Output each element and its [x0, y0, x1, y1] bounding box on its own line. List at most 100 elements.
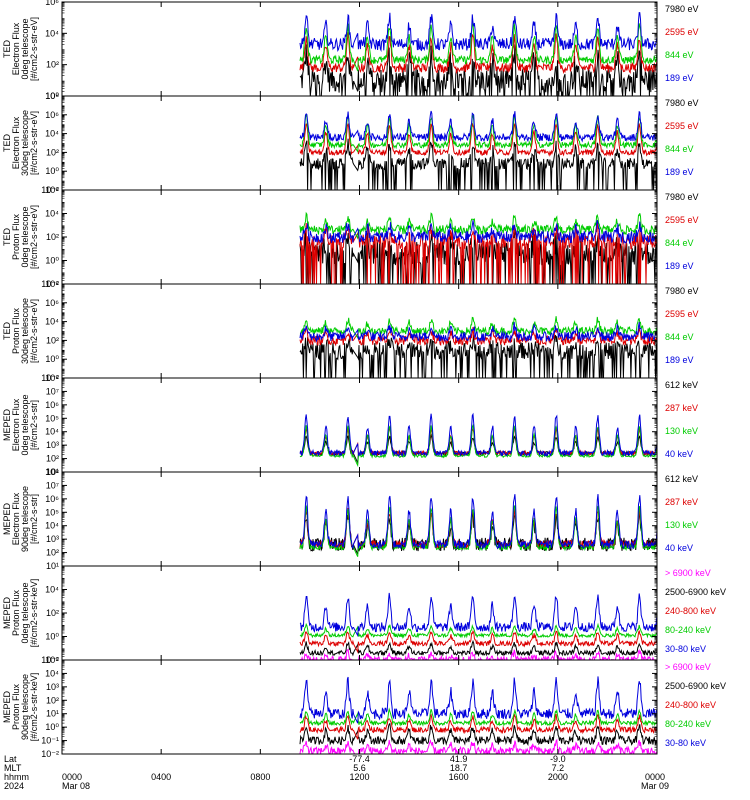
panel-6-ylabel-line: [#/cm2-s-str]: [29, 494, 39, 544]
y-tick-label: 10³: [46, 682, 59, 692]
y-tick-label: 10⁵: [45, 413, 59, 423]
y-tick-label: 10⁸: [45, 467, 59, 477]
panel-6-series-line: [299, 511, 657, 555]
x-tick-label-hhmm: 1600: [449, 772, 469, 782]
legend-entry: 7980 eV: [665, 192, 699, 202]
legend-entry: > 6900 keV: [665, 568, 711, 578]
panel-6-ylabel-line: 90deg telescope: [20, 486, 30, 552]
legend-entry: 40 keV: [665, 449, 693, 459]
legend-entry: 2500-6900 keV: [665, 587, 726, 597]
y-tick-label: 10⁶: [45, 298, 59, 308]
panel-4-series-line: [299, 321, 657, 343]
panel-8-series: [299, 676, 657, 754]
legend-entry: 844 eV: [665, 50, 694, 60]
y-tick-label: 10⁰: [45, 91, 59, 101]
y-tick-label: 10⁴: [45, 209, 59, 219]
panel-8-series-line: [299, 707, 657, 727]
y-tick-label: 10⁴: [45, 585, 59, 595]
panel-8-series-line: [299, 676, 657, 724]
legend-entry: 287 keV: [665, 403, 698, 413]
x-tick-label-hhmm: 1200: [349, 772, 369, 782]
legend-entry: 189 eV: [665, 355, 694, 365]
y-tick-label: 10⁶: [45, 185, 59, 195]
x-tick-label-sub: Mar 09: [641, 781, 669, 791]
panel-8-ylabel-line: 90deg telescope: [20, 674, 30, 740]
panel-2-series: [299, 110, 657, 190]
panel-4-series-line: [299, 316, 657, 339]
y-tick-label: 10⁴: [45, 427, 59, 437]
panel-3-ylabel-line: Proton Flux: [11, 213, 21, 260]
panel-2-ylabel-line: TED: [2, 133, 12, 152]
panel-6-ylabel-line: Electron Flux: [11, 492, 21, 545]
panel-3-ylabel-line: TED: [2, 227, 12, 246]
panel-5-series: [299, 412, 657, 468]
panel-5-series-line: [299, 433, 657, 465]
y-tick-label: 10⁵: [45, 655, 59, 665]
panel-7-ylabel-line: MEPED: [2, 597, 12, 630]
legend-entry: 2595 eV: [665, 27, 699, 37]
panel-2-series-line: [299, 138, 657, 190]
panel-2-ylabel-line: [#/cm2-s-str-eV]: [29, 111, 39, 175]
y-tick-label: 10⁵: [45, 507, 59, 517]
panel-3-series: [299, 211, 657, 284]
panel-1-ylabel-line: [#/cm2-s-str-eV]: [29, 17, 39, 81]
panel-1-ylabel-line: Electron Flux: [11, 22, 21, 75]
panel-2-ylabel-line: Electron Flux: [11, 116, 21, 169]
panel-6-series-line: [299, 494, 657, 551]
legend-entry: 7980 eV: [665, 286, 699, 296]
panel-7-frame: [61, 565, 658, 661]
y-tick-label: 10⁻²: [41, 279, 59, 289]
legend-entry: 612 keV: [665, 380, 698, 390]
y-tick-label: 10⁷: [46, 386, 59, 396]
y-tick-label: 10⁶: [45, 400, 59, 410]
legend-entry: 612 keV: [665, 474, 698, 484]
panel-2-series-line: [299, 122, 657, 157]
panel-6: 10¹ 10² 10³ 10⁴ 10⁵ 10⁶ 10⁷ 10⁸ MEPED Electron Fl…: [2, 467, 698, 571]
y-tick-label: 10⁻¹: [41, 736, 59, 746]
y-tick-label: 10²: [46, 695, 59, 705]
y-tick-label: 10²: [46, 147, 59, 157]
y-tick-label: 10⁰: [45, 166, 59, 176]
panel-6-series-line: [299, 507, 657, 551]
panel-7-series-line: [299, 639, 657, 658]
x-tick-label-lat: -77.4: [349, 754, 370, 764]
y-tick-label: 10⁻²: [41, 373, 59, 383]
panel-1-series-line: [299, 12, 657, 53]
panel-4: 10⁻² 10⁰ 10² 10⁴ 10⁶ 10⁸ TED Proton Flux 30deg t…: [2, 279, 699, 383]
panel-4-ylabel-line: [#/cm2-s-str-eV]: [29, 299, 39, 363]
y-tick-label: 10⁴: [45, 28, 59, 38]
panel-4-series-line: [299, 334, 657, 378]
legend-entry: 2595 eV: [665, 121, 699, 131]
panel-7: 10⁻² 10⁰ 10² 10⁴ MEPED Proton Flux 0deg telesc…: [2, 565, 726, 665]
legend-entry: 844 eV: [665, 332, 694, 342]
legend-entry: 189 eV: [665, 261, 694, 271]
panel-1-series-line: [299, 32, 657, 75]
y-tick-label: 10²: [46, 335, 59, 345]
panel-3: 10⁻² 10⁰ 10² 10⁴ 10⁶ TED Proton Flux 0deg teles…: [2, 185, 699, 289]
legend-entry: 30-80 keV: [665, 738, 706, 748]
panel-5: 10¹ 10² 10³ 10⁴ 10⁵ 10⁶ 10⁷ 10⁸ MEPED Electron Fl…: [2, 373, 698, 477]
panel-3-series-line: [299, 228, 657, 284]
y-tick-label: 10²: [46, 232, 59, 242]
y-tick-label: 10²: [46, 608, 59, 618]
legend-entry: 130 keV: [665, 520, 698, 530]
panel-5-series-line: [299, 425, 657, 457]
y-tick-label: 10⁻²: [41, 655, 59, 665]
row-label-hhmm: hhmm: [4, 772, 29, 782]
y-tick-label: 10¹: [46, 709, 59, 719]
panel-7-ylabel-line: 0deg telescope: [20, 582, 30, 643]
panel-8: 10⁻² 10⁻¹ 10⁰ 10¹ 10² 10³ 10⁴ 10⁵ MEPED Proton Fl…: [2, 655, 726, 759]
panel-2-series-line: [299, 110, 657, 143]
panel-7-series-line: [299, 622, 657, 639]
legend-entry: 7980 eV: [665, 98, 699, 108]
legend-entry: 240-800 keV: [665, 606, 716, 616]
panel-4-ylabel-line: Proton Flux: [11, 307, 21, 354]
panel-1: 10⁰ 10² 10⁴ 10⁶ TED Electron Flux 0deg telesco…: [2, 0, 699, 101]
y-tick-label: 10²: [46, 454, 59, 464]
legend-entry: 287 keV: [665, 497, 698, 507]
legend-entry: 80-240 keV: [665, 625, 711, 635]
legend-entry: 240-800 keV: [665, 700, 716, 710]
y-tick-label: 10²: [46, 60, 59, 70]
legend-entry: 2500-6900 keV: [665, 681, 726, 691]
y-tick-label: 10⁴: [45, 129, 59, 139]
